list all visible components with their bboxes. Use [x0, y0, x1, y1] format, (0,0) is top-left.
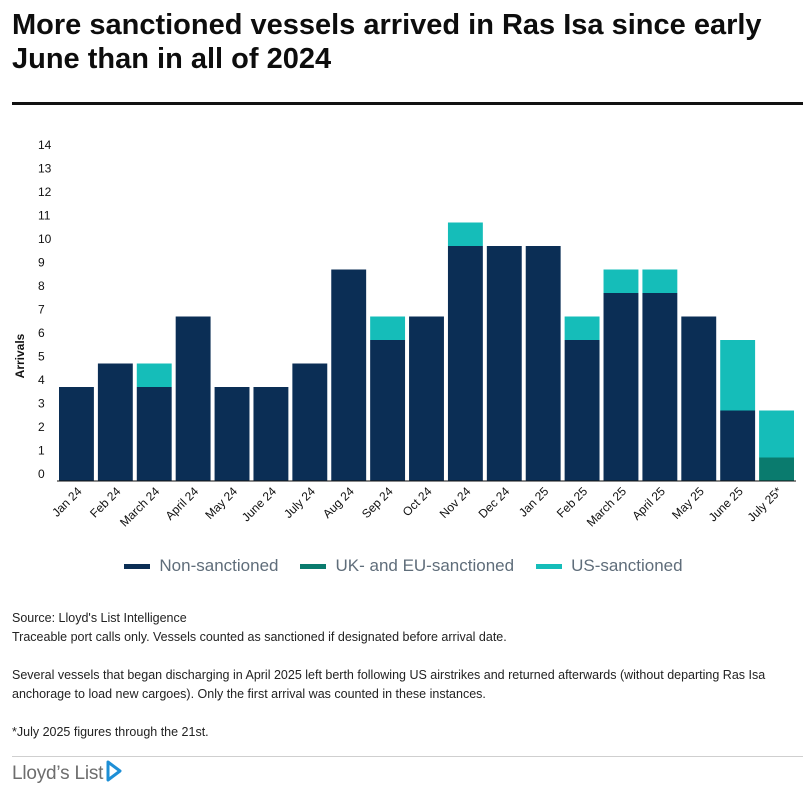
x-tick-label: May 24 [202, 484, 240, 522]
source-note: Source: Lloyd's List Intelligence [12, 611, 187, 625]
legend-label-uk-eu-sanctioned: UK- and EU-sanctioned [335, 556, 515, 575]
logo-text: Lloyd’s List [12, 762, 104, 784]
bar-feb-24-non-sanctioned [97, 363, 133, 481]
y-tick-label: 7 [38, 303, 45, 317]
legend-label-us-sanctioned: US-sanctioned [571, 556, 683, 575]
x-tick-label: June 25 [706, 484, 746, 524]
y-tick-label: 13 [38, 162, 52, 176]
x-tick-label: April 25 [629, 484, 668, 523]
bar-april-24-non-sanctioned [175, 316, 211, 481]
footer-divider [12, 756, 803, 757]
bar-oct-24-non-sanctioned [409, 316, 444, 481]
chart-notes: Source: Lloyd's List Intelligence Tracea… [12, 609, 802, 742]
x-tick-label: Aug 24 [320, 484, 357, 521]
bar-march-24-us-sanctioned [136, 363, 172, 387]
y-tick-label: 11 [38, 209, 51, 223]
y-tick-label: 10 [38, 232, 52, 246]
bar-aug-24-non-sanctioned [331, 269, 367, 481]
legend-item-us-sanctioned: US-sanctioned [536, 556, 683, 576]
bar-july-25-us-sanctioned [759, 410, 794, 458]
x-tick-label: Jan 25 [516, 484, 552, 520]
y-tick-label: 9 [38, 256, 45, 270]
bar-jan-24-non-sanctioned [59, 387, 94, 481]
july-footnote: *July 2025 figures through the 21st. [12, 725, 209, 739]
bar-june-25-us-sanctioned [720, 340, 756, 411]
x-tick-label: Nov 24 [437, 484, 474, 521]
x-tick-label: Feb 25 [554, 484, 591, 521]
y-tick-label: 1 [38, 444, 45, 458]
y-tick-label: 3 [38, 397, 45, 411]
legend: Non-sanctioned UK- and EU-sanctioned US-… [0, 556, 807, 576]
y-tick-label: 2 [38, 420, 45, 434]
legend-swatch-non-sanctioned [124, 563, 151, 569]
discharging-note: Several vessels that began discharging i… [12, 668, 766, 701]
y-tick-label: 4 [38, 373, 45, 387]
x-tick-label: Feb 24 [87, 484, 124, 521]
legend-label-non-sanctioned: Non-sanctioned [159, 556, 279, 575]
bar-march-25-us-sanctioned [603, 269, 639, 293]
y-tick-label: 5 [38, 350, 45, 364]
x-tick-label: July 24 [281, 484, 318, 521]
y-axis-label: Arrivals [13, 333, 27, 378]
x-tick-label: June 24 [239, 484, 279, 524]
bar-july-24-non-sanctioned [292, 363, 328, 481]
x-tick-label: Oct 24 [400, 484, 435, 519]
legend-item-non-sanctioned: Non-sanctioned [124, 556, 278, 576]
bar-april-25-non-sanctioned [642, 293, 678, 481]
lloyds-list-play-icon [106, 760, 122, 787]
y-tick-label: 6 [38, 326, 45, 340]
y-tick-label: 12 [38, 185, 52, 199]
bar-march-25-non-sanctioned [603, 293, 639, 481]
x-tick-label: April 24 [163, 484, 202, 523]
x-tick-label: May 25 [669, 484, 707, 522]
bar-nov-24-non-sanctioned [447, 246, 483, 481]
x-tick-label: Dec 24 [476, 484, 513, 521]
legend-item-uk-eu-sanctioned: UK- and EU-sanctioned [300, 556, 514, 576]
y-tick-label: 8 [38, 279, 45, 293]
y-tick-label: 14 [38, 138, 52, 152]
bar-dec-24-non-sanctioned [486, 246, 522, 481]
bar-sep-24-non-sanctioned [370, 340, 406, 481]
bar-sep-24-us-sanctioned [370, 316, 406, 340]
traceable-note: Traceable port calls only. Vessels count… [12, 630, 507, 644]
x-tick-label: March 24 [117, 484, 163, 530]
x-tick-label: July 25* [745, 484, 785, 524]
bar-jan-25-non-sanctioned [525, 246, 561, 481]
x-tick-label: Jan 24 [49, 484, 85, 520]
y-tick-label: 0 [38, 467, 45, 481]
bar-feb-25-non-sanctioned [564, 340, 600, 481]
bar-june-25-non-sanctioned [720, 410, 756, 481]
bar-nov-24-us-sanctioned [447, 222, 483, 246]
bar-feb-25-us-sanctioned [564, 316, 600, 340]
x-tick-label: Sep 24 [359, 484, 396, 521]
bar-june-24-non-sanctioned [253, 387, 289, 481]
bar-may-25-non-sanctioned [681, 316, 717, 481]
title-divider [12, 102, 803, 105]
bar-may-24-non-sanctioned [214, 387, 250, 481]
bar-july-25-uk-and-eu-sanctioned [759, 457, 794, 481]
x-tick-label: March 25 [584, 484, 630, 530]
lloyds-list-logo: Lloyd’s List [12, 760, 122, 787]
bar-march-24-non-sanctioned [136, 387, 172, 481]
chart-title: More sanctioned vessels arrived in Ras I… [12, 9, 762, 75]
legend-swatch-uk-eu-sanctioned [300, 563, 327, 569]
legend-swatch-us-sanctioned [536, 563, 563, 569]
bar-april-25-us-sanctioned [642, 269, 678, 293]
